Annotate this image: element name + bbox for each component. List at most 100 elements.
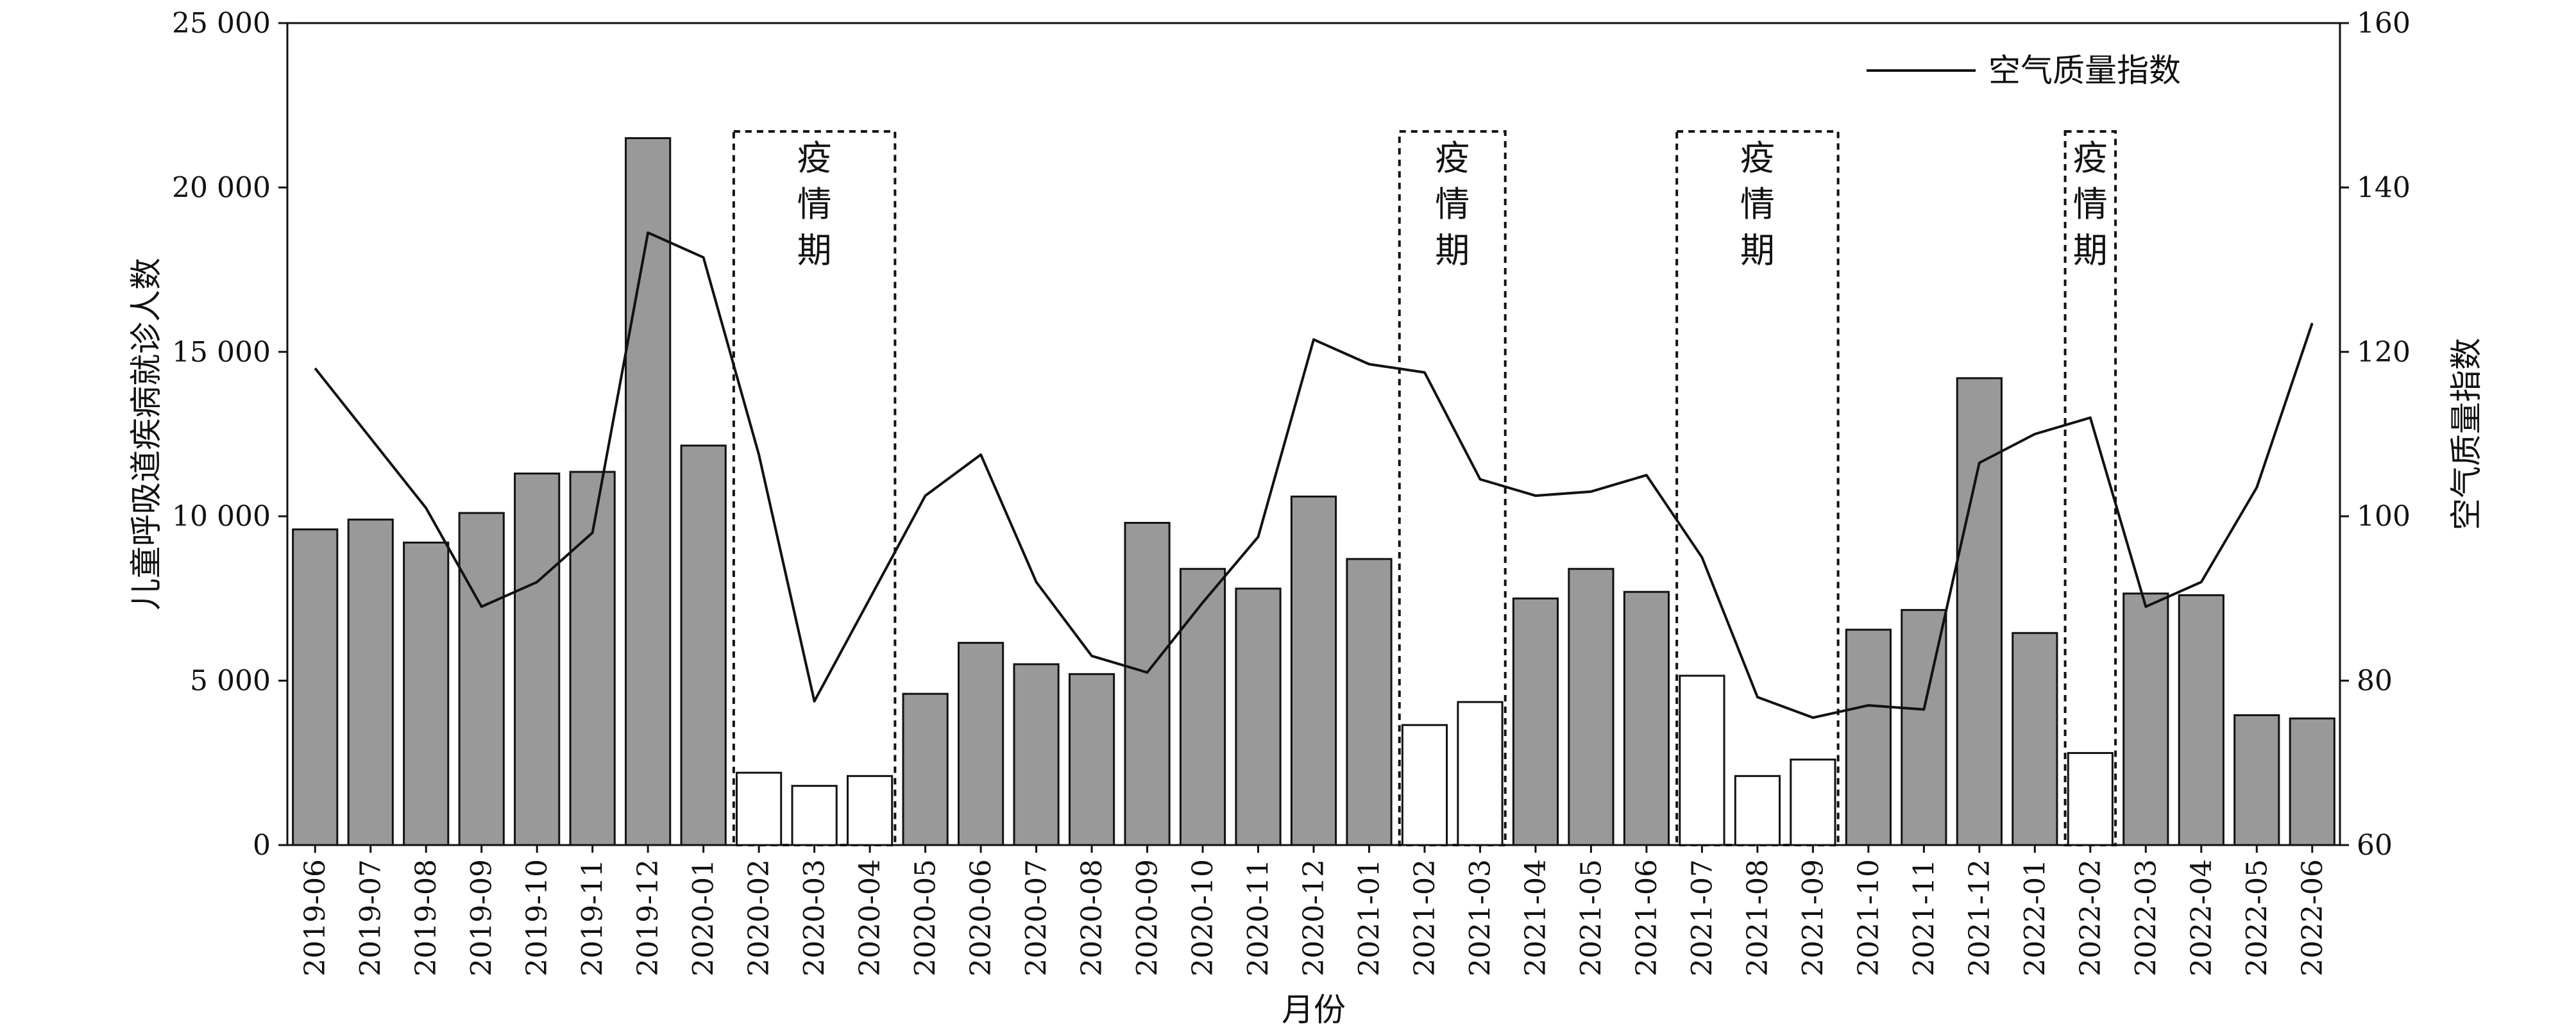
bar-2021-04	[1512, 597, 1559, 846]
x-tick-label: 2019-06	[299, 859, 332, 977]
x-tick-label: 2020-03	[799, 859, 831, 977]
bar-2022-02	[2067, 751, 2114, 846]
x-tick-label: 2021-07	[1686, 859, 1718, 977]
x-tick-label: 2019-09	[466, 859, 498, 977]
x-tick-label: 2022-06	[2296, 859, 2329, 977]
x-tick-label: 2021-05	[1575, 859, 1607, 977]
y2-tick-label: 140	[2357, 171, 2411, 204]
x-tick-label: 2019-07	[355, 859, 387, 977]
x-tick-label: 2019-10	[521, 859, 554, 977]
y2-tick-label: 120	[2357, 336, 2411, 369]
x-tick-label: 2022-02	[2074, 859, 2107, 977]
bar-2019-07	[347, 518, 394, 846]
bar-2021-07	[1679, 675, 1725, 846]
x-tick-label: 2021-06	[1631, 859, 1663, 977]
x-tick-label: 2022-03	[2130, 859, 2162, 977]
x-tick-label: 2020-12	[1298, 859, 1330, 977]
bar-2020-06	[957, 642, 1004, 846]
epidemic-period-label-1: 疫情期	[797, 138, 832, 271]
bar-2019-10	[514, 473, 561, 846]
x-tick-label: 2019-11	[577, 859, 609, 977]
x-tick-label: 2021-01	[1353, 859, 1385, 977]
x-tick-label: 2021-10	[1852, 859, 1885, 977]
bar-2022-05	[2233, 714, 2280, 846]
x-axis-ticks: 2019-06 2019-07 2019-08 2019-09 2019-10 2019-…	[299, 845, 2329, 977]
bar-2020-08	[1068, 673, 1115, 846]
legend: 空气质量指数	[1867, 52, 2181, 89]
x-tick-label: 2020-08	[1076, 859, 1108, 977]
bar-2020-12	[1290, 495, 1337, 846]
x-tick-label: 2020-05	[910, 859, 942, 977]
epidemic-period-label-4: 疫情期	[2073, 138, 2108, 271]
aqi-line	[314, 231, 2314, 719]
epidemic-period-label-2: 疫情期	[1435, 138, 1470, 271]
x-tick-label: 2022-04	[2185, 859, 2218, 977]
x-tick-label: 2021-08	[1741, 859, 1774, 977]
bar-2020-11	[1235, 587, 1282, 846]
x-tick-label: 2020-01	[688, 859, 720, 977]
epidemic-period-label-3: 疫情期	[1740, 138, 1775, 271]
x-tick-label: 2020-06	[965, 859, 997, 977]
bar-2019-06	[292, 528, 339, 846]
x-tick-label: 2020-10	[1187, 859, 1219, 977]
x-tick-label: 2021-04	[1520, 859, 1552, 977]
bar-2019-11	[569, 471, 616, 846]
x-axis-title: 月份	[1282, 991, 1346, 1028]
bar-2020-09	[1124, 521, 1171, 846]
y-tick-label: 5 000	[190, 665, 271, 698]
bar-2020-01	[680, 444, 727, 846]
y-tick-label: 10 000	[172, 500, 271, 533]
bar-2021-01	[1346, 558, 1393, 846]
bar-2021-10	[1845, 628, 1892, 846]
bar-2021-08	[1734, 775, 1781, 846]
bar-2021-06	[1623, 591, 1670, 846]
bar-2020-03	[791, 785, 838, 846]
bar-2021-12	[1956, 377, 2003, 846]
right-axis-ticks: 60 80 100 120 140 160	[2340, 7, 2411, 862]
y-tick-label: 20 000	[172, 171, 271, 204]
bar-2020-04	[847, 775, 894, 846]
bar-2021-05	[1568, 567, 1614, 846]
y2-tick-label: 60	[2357, 829, 2393, 862]
x-tick-label: 2021-02	[1409, 859, 1441, 977]
bar-2022-03	[2123, 592, 2169, 846]
bar-2021-03	[1457, 701, 1504, 846]
bar-2019-12	[625, 137, 672, 846]
y-axis-title: 儿童呼吸道疾病就诊人数	[128, 258, 165, 610]
x-tick-label: 2021-09	[1797, 859, 1829, 977]
y-tick-label: 25 000	[172, 7, 271, 40]
x-tick-label: 2021-12	[1963, 859, 1996, 977]
x-tick-label: 2020-07	[1021, 859, 1053, 977]
x-tick-label: 2022-01	[2019, 859, 2051, 977]
bar-2020-07	[1013, 663, 1060, 846]
bar-2022-04	[2178, 594, 2224, 846]
bar-2020-05	[902, 692, 949, 846]
aqi-line-series	[314, 231, 2314, 719]
x-tick-label: 2020-02	[743, 859, 775, 977]
y2-tick-label: 100	[2357, 500, 2411, 533]
bar-2021-09	[1790, 759, 1836, 846]
legend-label: 空气质量指数	[1988, 52, 2181, 89]
x-tick-label: 2021-11	[1908, 859, 1940, 977]
y-tick-label: 15 000	[172, 336, 271, 369]
x-tick-label: 2020-11	[1242, 859, 1275, 977]
x-tick-label: 2020-09	[1131, 859, 1164, 977]
x-tick-label: 2019-08	[410, 859, 443, 977]
x-tick-label: 2019-12	[632, 859, 665, 977]
bar-2019-09	[458, 512, 505, 846]
x-tick-label: 2020-04	[854, 859, 886, 977]
bar-2020-02	[736, 771, 783, 846]
bar-2020-10	[1179, 567, 1226, 846]
y-tick-label: 0	[253, 829, 271, 862]
bar-2019-08	[403, 541, 450, 846]
y2-tick-label: 80	[2357, 665, 2393, 698]
epidemic-period-box-2	[1398, 130, 1507, 846]
bar-2022-06	[2289, 717, 2335, 846]
x-tick-label: 2021-03	[1464, 859, 1496, 977]
bar-2022-01	[2012, 632, 2058, 846]
x-tick-label: 2022-05	[2241, 859, 2273, 977]
bar-2021-02	[1401, 724, 1448, 846]
y2-axis-title: 空气质量指数	[2448, 338, 2485, 530]
y2-tick-label: 160	[2357, 7, 2411, 40]
